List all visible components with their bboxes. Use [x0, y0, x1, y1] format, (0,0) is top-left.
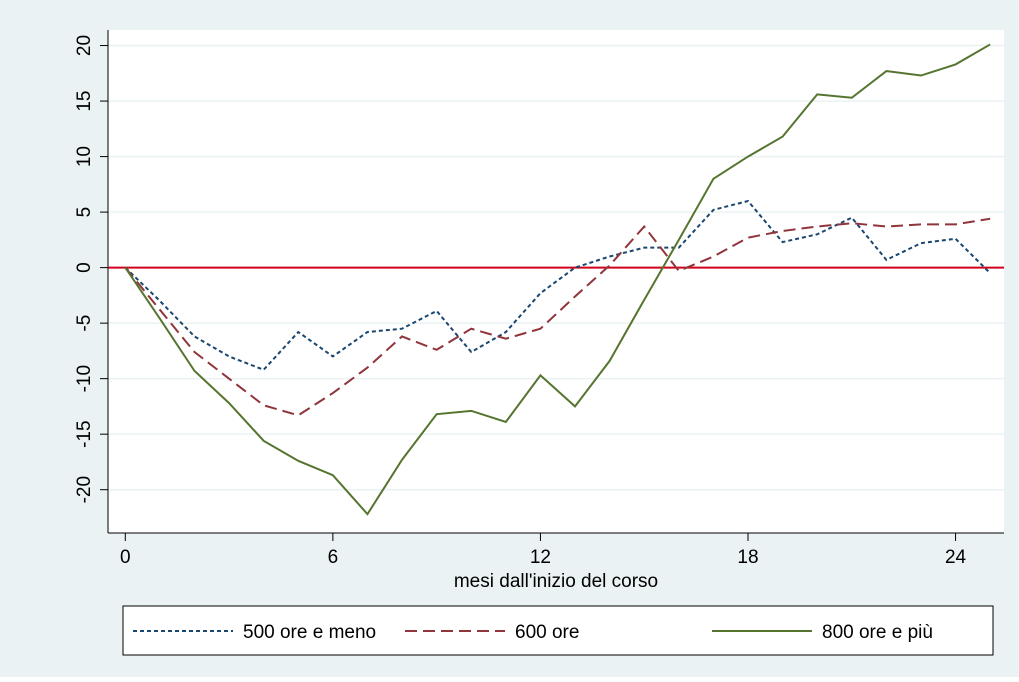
x-tick-label: 12	[530, 547, 551, 568]
y-tick-label: -10	[74, 365, 95, 392]
series-line	[124, 217, 991, 417]
x-tick-label: 6	[328, 547, 339, 568]
legend-label: 500 ore e meno	[243, 622, 376, 643]
y-tick-label: 20	[74, 35, 95, 56]
x-tick-label: 0	[120, 547, 131, 568]
x-axis-label: mesi dall'inizio del corso	[454, 571, 658, 592]
legend-label: 800 ore e più	[822, 622, 933, 643]
legend	[122, 605, 994, 656]
y-tick-label: -20	[74, 476, 95, 503]
series-line	[124, 43, 991, 516]
x-tick-label: 24	[945, 547, 967, 568]
y-tick-label: 15	[74, 90, 95, 111]
y-tick-label: 10	[74, 146, 95, 167]
legend-label: 600 ore	[515, 622, 579, 643]
y-tick-label: 0	[74, 262, 95, 273]
series-line	[124, 199, 991, 371]
y-tick-label: 5	[74, 207, 95, 218]
y-tick-label: -15	[74, 420, 95, 447]
x-tick-label: 18	[737, 547, 758, 568]
y-tick-label: -5	[74, 315, 95, 332]
